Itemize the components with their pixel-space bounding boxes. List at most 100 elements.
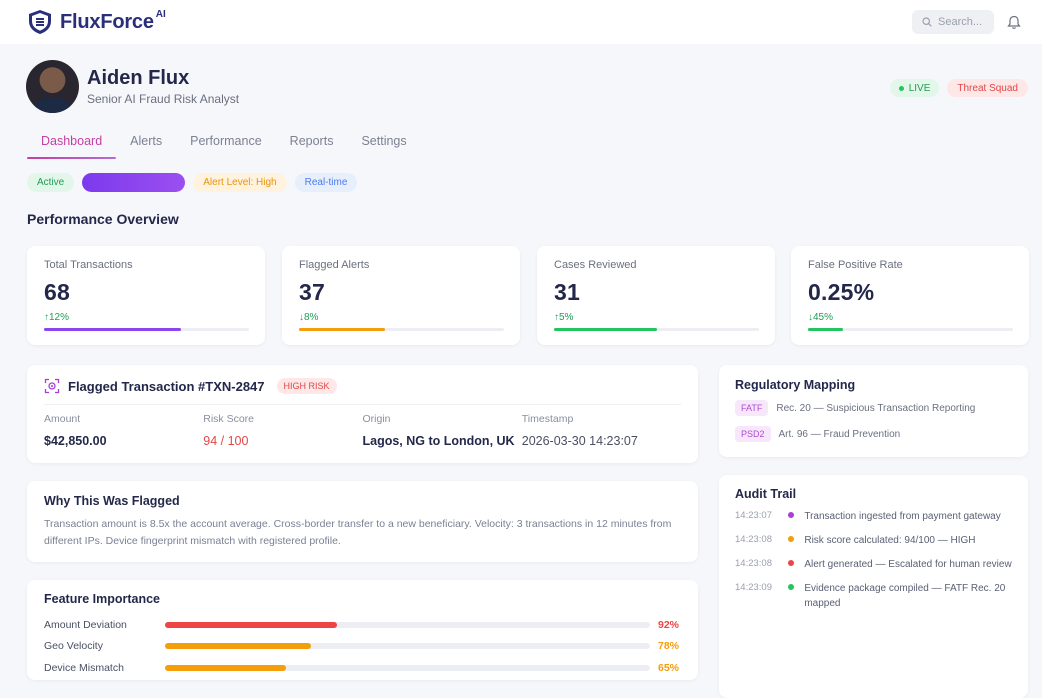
stat-label: Flagged Alerts — [299, 259, 370, 271]
stat-value: 31 — [554, 279, 580, 305]
chip-alert-level[interactable]: Alert Level: High — [193, 173, 287, 192]
audit-entry: 14:23:09 Evidence package compiled — FAT… — [735, 581, 1012, 611]
field-value: 94 / 100 — [203, 434, 249, 448]
stat-card-total-transactions: Total Transactions 68 ↑12% — [27, 246, 265, 345]
stat-card-cases-reviewed: Cases Reviewed 31 ↑5% — [537, 246, 775, 345]
audit-text: Alert generated — Escalated for human re… — [804, 559, 1012, 570]
feature-label: Amount Deviation — [44, 618, 127, 631]
why-flagged-title: Why This Was Flagged — [44, 494, 180, 508]
field-value: Lagos, NG to London, UK — [362, 434, 515, 448]
brand[interactable]: FluxForce AI — [26, 8, 166, 36]
feature-fill — [165, 664, 287, 671]
target-scan-icon — [44, 378, 60, 394]
tab-settings[interactable]: Settings — [361, 134, 407, 148]
why-flagged-card: Why This Was Flagged Transaction amount … — [27, 481, 698, 562]
audit-entry: 14:23:07 Transaction ingested from payme… — [735, 509, 1012, 524]
audit-time: 14:23:09 — [735, 582, 772, 593]
regulation-text: Art. 96 — Fraud Prevention — [778, 428, 901, 440]
feature-row: Amount Deviation 92% — [44, 614, 681, 636]
audit-entry: 14:23:08 Alert generated — Escalated for… — [735, 557, 1012, 572]
stat-value: 0.25% — [808, 279, 875, 305]
search-placeholder: Search... — [938, 16, 983, 28]
audit-time: 14:23:08 — [735, 534, 772, 545]
field-label: Risk Score — [203, 413, 255, 425]
field-amount: Amount $42,850.00 — [44, 413, 203, 448]
chip-realtime[interactable]: Real-time — [294, 173, 358, 192]
field-risk-score: Risk Score 94 / 100 — [203, 413, 362, 448]
status-pills: LIVE Threat Squad — [889, 79, 1028, 97]
stat-card-flagged-alerts: Flagged Alerts 37 ↓8% — [282, 246, 520, 345]
regulatory-item: FATF Rec. 20 — Suspicious Transaction Re… — [735, 400, 1012, 416]
stat-label: Total Transactions — [44, 259, 133, 271]
feature-label: Device Mismatch — [44, 661, 124, 674]
field-value: 2026-03-30 14:23:07 — [521, 434, 638, 448]
regulation-tag[interactable]: FATF — [735, 400, 769, 416]
team-badge: Threat Squad — [947, 79, 1028, 97]
stat-progress-fill — [808, 328, 843, 331]
tab-alerts[interactable]: Alerts — [130, 134, 163, 148]
audit-time: 14:23:07 — [735, 510, 772, 521]
section-title: Performance Overview — [27, 211, 179, 227]
feature-track — [165, 643, 650, 650]
field-label: Timestamp — [521, 413, 574, 425]
stat-delta: ↑12% — [44, 312, 70, 323]
feature-row: Device Mismatch 65% — [44, 657, 681, 679]
feature-percent: 65% — [658, 661, 680, 674]
flagged-transaction-card: Flagged Transaction #TXN-2847 HIGH RISK … — [27, 365, 698, 463]
status-dot-icon — [788, 536, 795, 542]
tab-performance[interactable]: Performance — [190, 134, 262, 148]
stat-progress-track — [808, 328, 1013, 331]
regulatory-mapping-card: Regulatory Mapping FATF Rec. 20 — Suspic… — [719, 365, 1028, 457]
audit-trail-title: Audit Trail — [735, 487, 797, 501]
stat-progress-fill — [554, 328, 657, 331]
feature-label: Geo Velocity — [44, 640, 103, 653]
regulation-tag[interactable]: PSD2 — [735, 426, 771, 442]
stat-progress-track — [554, 328, 759, 331]
live-dot-icon — [898, 85, 904, 91]
bell-icon — [1007, 15, 1021, 29]
feature-importance-title: Feature Importance — [44, 592, 161, 606]
profile-header: Aiden Flux Senior AI Fraud Risk Analyst — [26, 60, 239, 113]
status-dot-icon — [788, 584, 795, 590]
stat-value: 68 — [44, 279, 70, 305]
stat-progress-fill — [299, 328, 386, 331]
audit-text: Evidence package compiled — FATF Rec. 20… — [804, 583, 1006, 609]
feature-row: Geo Velocity 78% — [44, 636, 681, 658]
field-value: $42,850.00 — [44, 434, 107, 448]
stat-label: False Positive Rate — [808, 259, 903, 271]
tab-bar: Dashboard Alerts Performance Reports Set… — [27, 134, 421, 159]
stat-progress-track — [299, 328, 504, 331]
stat-value: 37 — [299, 279, 325, 305]
regulatory-title: Regulatory Mapping — [735, 378, 856, 392]
profile-role: Senior AI Fraud Risk Analyst — [87, 92, 240, 106]
field-origin: Origin Lagos, NG to London, UK — [363, 413, 522, 448]
stat-delta: ↓45% — [808, 312, 834, 323]
stat-progress-track — [44, 328, 249, 331]
feature-track — [165, 664, 650, 671]
tab-dashboard[interactable]: Dashboard — [27, 134, 117, 159]
field-label: Amount — [44, 413, 81, 425]
search-input[interactable]: Search... — [912, 10, 994, 34]
feature-track — [165, 621, 650, 628]
search-icon — [922, 17, 932, 27]
profile-name: Aiden Flux — [87, 67, 190, 89]
feature-fill — [165, 643, 311, 650]
notifications-button[interactable] — [1006, 14, 1022, 30]
stat-delta: ↑5% — [554, 312, 574, 323]
transaction-title: Flagged Transaction #TXN-2847 — [68, 378, 265, 394]
regulatory-item: PSD2 Art. 96 — Fraud Prevention — [735, 426, 1012, 442]
top-bar: FluxForce AI Search... — [0, 0, 1042, 44]
audit-trail-card: Audit Trail 14:23:07 Transaction ingeste… — [719, 475, 1028, 698]
feature-fill — [165, 621, 337, 628]
chip-highlight[interactable] — [82, 173, 186, 192]
audit-text: Risk score calculated: 94/100 — HIGH — [804, 535, 976, 546]
brand-name: FluxForce — [60, 10, 154, 33]
stat-label: Cases Reviewed — [554, 259, 637, 271]
stat-progress-fill — [44, 328, 182, 331]
stat-card-false-positive-rate: False Positive Rate 0.25% ↓45% — [791, 246, 1029, 345]
live-badge: LIVE — [889, 79, 940, 97]
risk-badge: HIGH RISK — [276, 378, 337, 394]
chip-active[interactable]: Active — [27, 173, 75, 192]
live-label: LIVE — [908, 82, 931, 94]
tab-reports[interactable]: Reports — [289, 134, 334, 148]
